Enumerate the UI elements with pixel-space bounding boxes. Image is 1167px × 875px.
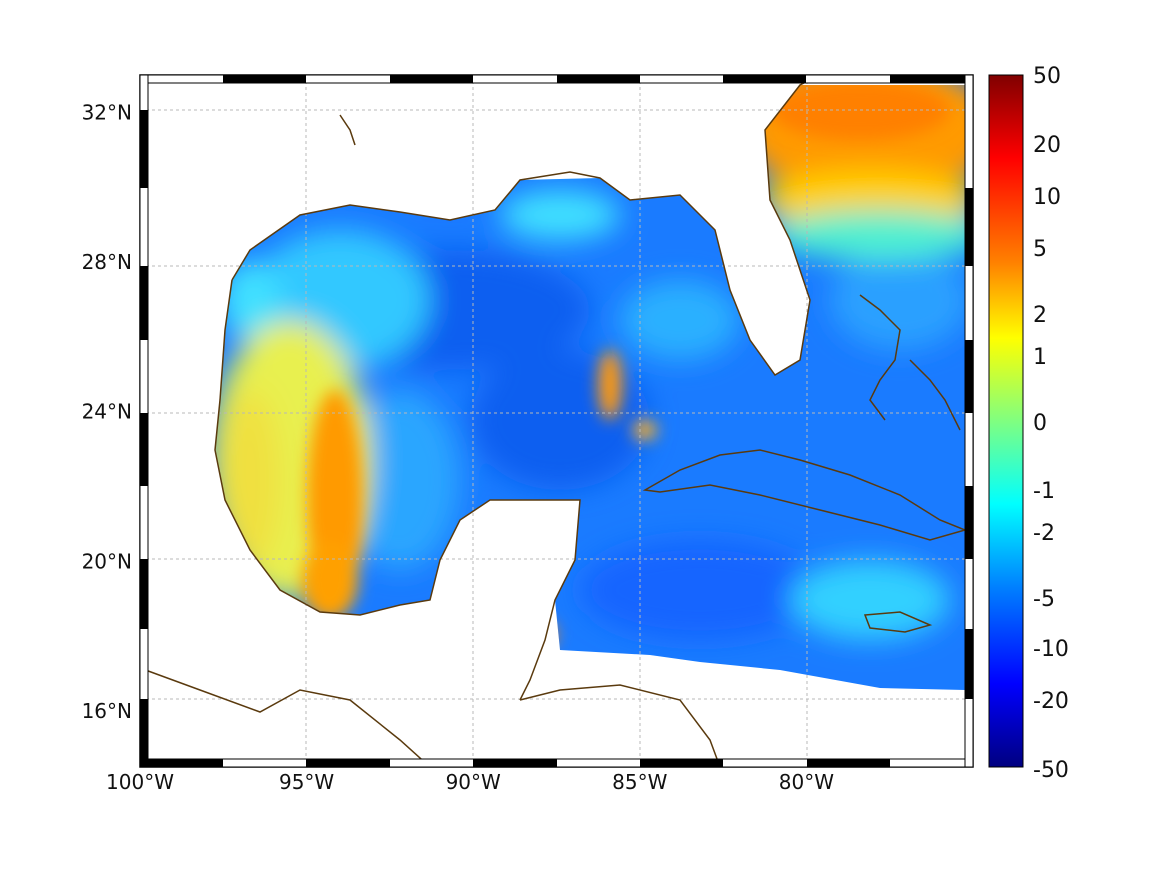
map-frame bbox=[139, 74, 974, 768]
coastline-honduras bbox=[519, 684, 721, 768]
colorbar-gradient bbox=[988, 74, 1024, 768]
lat-tick-label: 32°N bbox=[82, 100, 132, 124]
colorbar-tick-label: 1 bbox=[1033, 345, 1047, 370]
coastline-pacific bbox=[139, 667, 431, 768]
longitude-labels: 100°W 95°W 90°W 85°W 80°W bbox=[106, 770, 834, 794]
lon-tick-label: 100°W bbox=[106, 770, 174, 794]
colorbar-tick-label: 2 bbox=[1033, 303, 1047, 328]
lat-tick-label: 28°N bbox=[82, 250, 132, 274]
colorbar-tick-label: -1 bbox=[1033, 479, 1055, 504]
coastline-cuba bbox=[642, 449, 968, 541]
lon-tick-label: 85°W bbox=[612, 770, 667, 794]
colorbar-tick-label: 0 bbox=[1033, 411, 1047, 436]
lat-tick-label: 24°N bbox=[82, 400, 132, 424]
coastline-jamaica bbox=[863, 611, 933, 633]
colorbar-tick-label: 50 bbox=[1033, 64, 1061, 89]
lon-tick-label: 95°W bbox=[279, 770, 334, 794]
lon-tick-label: 80°W bbox=[779, 770, 834, 794]
colorbar-tick-label: 10 bbox=[1033, 185, 1061, 210]
lat-tick-label: 16°N bbox=[82, 699, 132, 723]
map-gridlines bbox=[140, 75, 973, 767]
coastlines bbox=[139, 74, 968, 768]
colorbar-tick-label: 5 bbox=[1033, 237, 1047, 262]
colorbar-tick-label: -2 bbox=[1033, 521, 1055, 546]
coastline-bahamas-east bbox=[909, 359, 961, 431]
lat-tick-label: 20°N bbox=[82, 549, 132, 573]
colorbar-tick-label: -5 bbox=[1033, 587, 1055, 612]
colorbar-tick-label: -50 bbox=[1033, 758, 1069, 783]
coastline-mexico bbox=[214, 279, 581, 701]
coastline-lake bbox=[339, 114, 356, 146]
colorbar-tick-label: -20 bbox=[1033, 689, 1069, 714]
colorbar-tick-label: -10 bbox=[1033, 637, 1069, 662]
coastline-us bbox=[231, 74, 821, 376]
lon-tick-label: 90°W bbox=[446, 770, 501, 794]
coastline-bahamas bbox=[859, 294, 901, 421]
latitude-labels: 32°N 28°N 24°N 20°N 16°N bbox=[82, 100, 132, 722]
colorbar-tick-label: 20 bbox=[1033, 133, 1061, 158]
